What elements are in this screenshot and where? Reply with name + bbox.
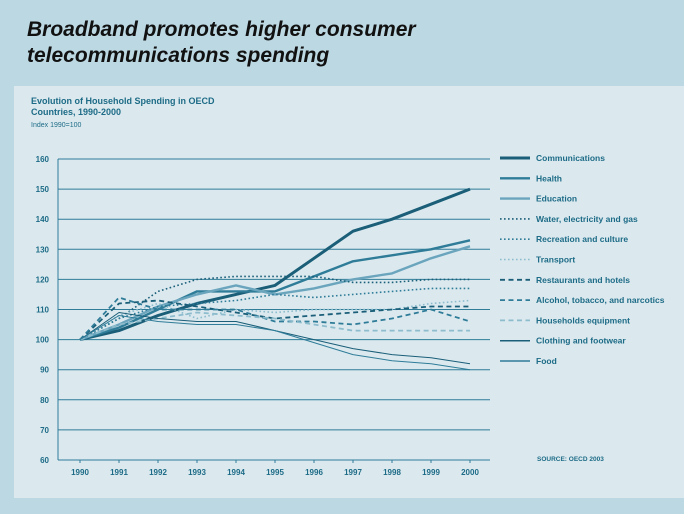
y-tick-label: 90 (40, 366, 49, 375)
y-tick-label: 110 (36, 306, 49, 315)
x-tick-label: 1995 (266, 468, 284, 477)
headline-line-2: telecommunications spending (27, 44, 330, 67)
headline-line-1: Broadband promotes higher consumer (27, 18, 416, 41)
chart-title: Evolution of Household Spending in OECD (31, 96, 215, 106)
legend-label: Recreation and culture (536, 234, 628, 244)
chart-index-note: Index 1990=100 (31, 122, 82, 129)
chart-subtitle: Countries, 1990-2000 (31, 107, 122, 117)
y-tick-label: 130 (36, 245, 50, 254)
legend-label: Communications (536, 153, 605, 163)
x-tick-label: 2000 (461, 468, 479, 477)
series-line-recreation-and-culture (79, 287, 470, 341)
chart-source: SOURCE: OECD 2003 (537, 456, 604, 463)
legend-label: Water, electricity and gas (536, 214, 638, 224)
y-tick-label: 70 (40, 426, 49, 435)
y-tick-label: 120 (36, 275, 50, 284)
legend-label: Alcohol, tobacco, and narcotics (536, 295, 665, 305)
x-tick-label: 1998 (383, 468, 401, 477)
y-tick-label: 100 (36, 336, 50, 345)
legend-label: Clothing and footwear (536, 336, 626, 346)
x-tick-label: 1996 (305, 468, 323, 477)
series-line-clothing-and-footwear (79, 312, 471, 365)
legend-label: Restaurants and hotels (536, 275, 630, 285)
series-line-health (79, 239, 471, 341)
x-tick-label: 1990 (71, 468, 89, 477)
legend-label: Education (536, 194, 577, 204)
x-tick-label: 1994 (227, 468, 245, 477)
x-tick-label: 1992 (149, 468, 167, 477)
x-tick-label: 1993 (188, 468, 206, 477)
legend-label: Health (536, 173, 562, 183)
y-tick-label: 60 (40, 456, 49, 465)
page-headline: Broadband promotes higher consumer telec… (27, 17, 467, 69)
y-tick-label: 160 (36, 155, 50, 164)
series-line-water-electricity-and-gas (79, 275, 470, 341)
series-line-alcohol-tobacco-and-narcotics (79, 296, 471, 341)
y-tick-label: 150 (36, 185, 50, 194)
x-tick-label: 1999 (422, 468, 440, 477)
series-line-food (79, 315, 471, 371)
legend-label: Households equipment (536, 315, 630, 325)
series-line-transport (79, 299, 471, 341)
legend-label: Transport (536, 255, 575, 265)
legend-label: Food (536, 356, 557, 366)
series-line-restaurants-and-hotels (79, 299, 470, 341)
series-line-households-equipment (79, 311, 470, 341)
x-tick-label: 1991 (110, 468, 128, 477)
y-tick-label: 140 (36, 215, 50, 224)
chart-panel (14, 86, 684, 498)
series-line-communications (79, 187, 471, 342)
series-line-education (79, 245, 471, 341)
y-tick-label: 80 (40, 396, 49, 405)
x-tick-label: 1997 (344, 468, 362, 477)
